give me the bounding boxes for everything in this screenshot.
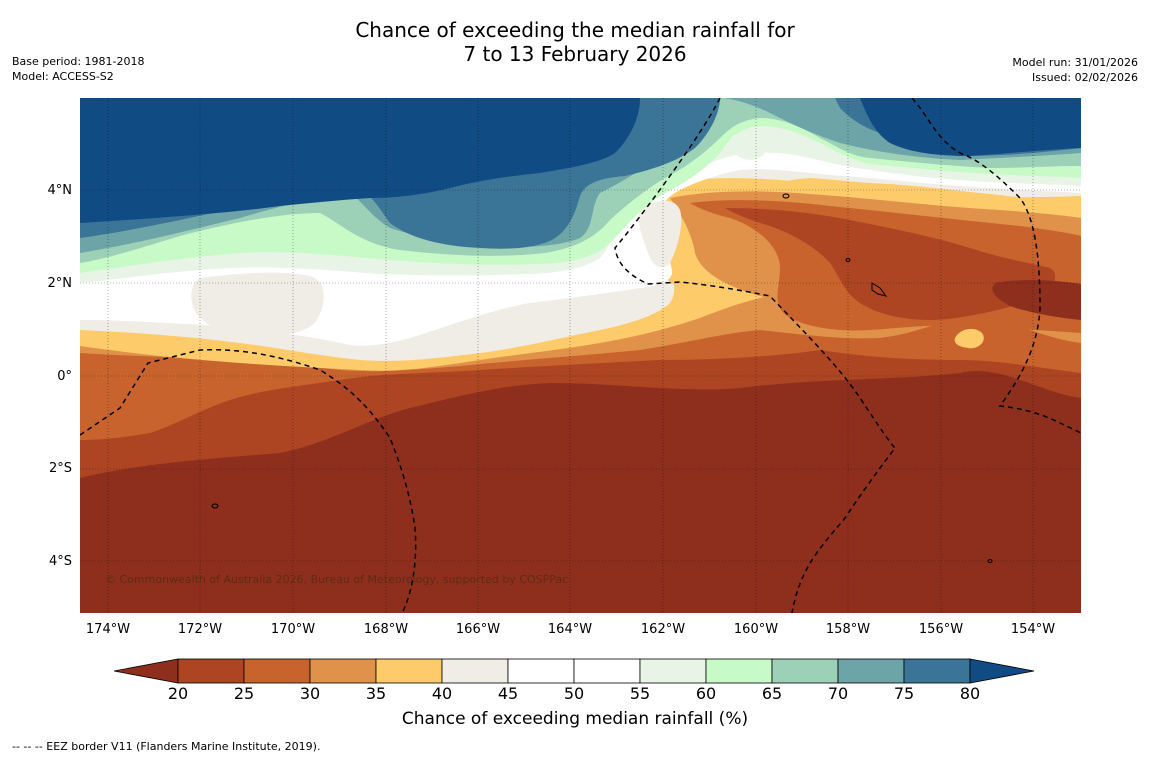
eez-borders [80,98,1081,613]
island-outline [211,503,219,509]
island-outline [871,282,888,297]
title-line-2: 7 to 13 February 2026 [463,42,687,66]
legend-tick-label: 45 [497,684,519,703]
legend-tick-label: 30 [299,684,321,703]
lon-label: 164°W [547,622,593,637]
lon-label: 174°W [85,622,131,637]
lat-label: 4°N [47,183,73,198]
legend-swatch [243,658,311,684]
lon-label: 166°W [455,622,501,637]
rainfall-map: © Commonwealth of Australia 2026, Bureau… [80,98,1081,613]
legend-tick-label: 80 [959,684,981,703]
lon-label: 160°W [733,622,779,637]
legend-tick-label: 65 [761,684,783,703]
legend-label: Chance of exceeding median rainfall (%) [401,709,749,729]
legend-tick-label: 40 [431,684,453,703]
legend-swatch [639,658,707,684]
lat-label: 0° [57,369,72,384]
zone-above-80-east [860,98,1081,156]
island-outline [782,193,790,199]
island-outline [987,559,993,563]
map-title: Chance of exceeding the median rainfall … [0,18,1150,66]
legend-swatch [309,658,377,684]
eez-footnote: -- -- -- EEZ border V11 (Flanders Marine… [12,740,321,753]
zone-20-25-tongue [725,208,1056,320]
legend-tick-label: 60 [695,684,717,703]
base-period: Base period: 1981-2018 [12,55,145,68]
zone-40-45-patch [191,272,324,336]
zone-above-80 [80,98,640,223]
zone-35-40-patch [954,328,984,349]
legend-extend-low [114,658,179,684]
legend-swatch [177,658,245,684]
model-run: Model run: 31/01/2026 [1012,56,1138,69]
eez-border-line-islands [614,98,896,613]
legend-tick-label: 50 [563,684,585,703]
legend-swatch [507,658,575,684]
lon-label: 158°W [825,622,871,637]
lat-label: 4°S [48,554,72,569]
zone-40-45-patch-2 [638,200,682,268]
copyright-notice: © Commonwealth of Australia 2026, Bureau… [105,573,568,586]
lon-label: 172°W [177,622,223,637]
lon-label: 170°W [270,622,316,637]
meta-left: Base period: 1981-2018 Model: ACCESS-S2 [12,54,144,84]
legend-tick-label: 75 [893,684,915,703]
eez-border-kiribati-west [80,348,417,613]
legend-extend-high [969,658,1035,684]
zone-60-65-patch [730,130,770,160]
gridlines [80,98,1081,613]
lon-label: 162°W [640,622,686,637]
legend-swatch [771,658,839,684]
legend-colorbar [114,658,1035,684]
islands [211,193,993,563]
eez-border-line-islands-east [911,98,1081,434]
legend-swatch [903,658,971,684]
legend-swatch [705,658,773,684]
issued-date: Issued: 02/02/2026 [1031,71,1138,84]
legend-tick-label: 20 [167,684,189,703]
legend-swatch [573,658,641,684]
legend-swatch [375,658,443,684]
model-name: Model: ACCESS-S2 [12,70,114,83]
legend-swatch [441,658,509,684]
legend-swatch [837,658,905,684]
legend-tick-label: 70 [827,684,849,703]
lat-label: 2°S [48,461,72,476]
lon-label: 154°W [1010,622,1056,637]
legend-tick-label: 35 [365,684,387,703]
lat-label: 2°N [47,276,73,291]
legend-tick-label: 25 [233,684,255,703]
lon-label: 168°W [363,622,409,637]
lon-label: 156°W [918,622,964,637]
zone-below-20-patch [992,280,1081,320]
title-line-1: Chance of exceeding the median rainfall … [355,18,795,42]
meta-right: Model run: 31/01/2026 Issued: 02/02/2026 [1012,55,1138,85]
island-outline [845,258,851,262]
legend-tick-label: 55 [629,684,651,703]
